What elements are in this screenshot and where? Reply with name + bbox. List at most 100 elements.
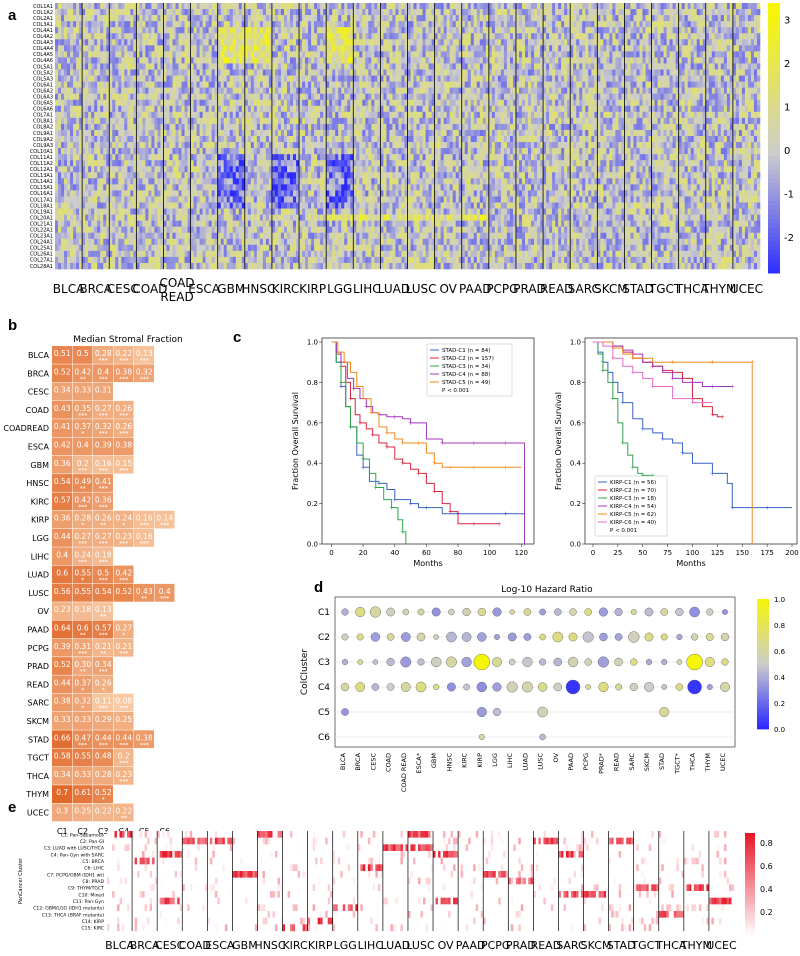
heatmap-cell	[61, 87, 65, 94]
heatmap-cell	[696, 45, 701, 52]
heatmap-cell	[112, 9, 116, 16]
heatmap-cell	[139, 87, 143, 94]
heatmap-cell	[235, 87, 240, 94]
heatmap-cell	[356, 123, 360, 131]
heatmap-cell	[422, 87, 426, 94]
heatmap-cell	[380, 3, 384, 10]
heatmap-cell	[443, 81, 447, 88]
heatmap-cell	[576, 15, 580, 22]
heatmap-cell	[365, 111, 369, 119]
heatmap-cell	[323, 111, 327, 119]
heatmap-cell	[232, 63, 237, 70]
heatmap-cell	[305, 51, 309, 58]
heatmap-cell	[449, 45, 453, 52]
heatmap-cell	[166, 99, 170, 107]
heatmap-cell	[717, 93, 722, 101]
heatmap-cell	[365, 63, 369, 70]
heatmap-cell	[618, 39, 622, 46]
heatmap-cell	[247, 129, 252, 137]
heatmap-cell	[184, 75, 188, 82]
heatmap-cell	[190, 9, 194, 16]
heatmap-cell	[413, 93, 417, 101]
heatmap-cell	[88, 129, 92, 137]
heatmap-cell	[425, 33, 429, 40]
heatmap-cell	[163, 69, 167, 76]
heatmap-cell	[299, 3, 303, 10]
heatmap-cell	[567, 45, 571, 52]
heatmap-cell	[172, 69, 176, 76]
heatmap-cell	[491, 93, 496, 101]
heatmap-cell	[503, 87, 508, 94]
heatmap-cell	[714, 3, 719, 10]
heatmap-cell	[190, 21, 194, 28]
heatmap-cell	[546, 69, 550, 76]
heatmap-cell	[208, 99, 212, 107]
heatmap-cell	[85, 45, 89, 52]
heatmap-cell	[139, 3, 143, 10]
heatmap-cell	[458, 87, 463, 94]
heatmap-cell	[353, 45, 357, 52]
heatmap-cell	[217, 21, 221, 28]
heatmap-cell	[666, 117, 670, 125]
heatmap-cell	[151, 111, 155, 119]
heatmap-cell	[717, 117, 722, 125]
heatmap-cell	[79, 45, 83, 52]
heatmap-cell	[208, 9, 212, 16]
heatmap-cell	[693, 87, 698, 94]
heatmap-cell	[696, 27, 701, 34]
heatmap-cell	[494, 45, 499, 52]
heatmap-cell	[681, 45, 685, 52]
heatmap-cell	[235, 9, 240, 16]
heatmap-cell	[332, 51, 336, 58]
heatmap-cell	[359, 15, 363, 22]
heatmap-cell	[594, 75, 598, 82]
heatmap-cell	[280, 129, 285, 137]
heatmap-cell	[642, 69, 646, 76]
heatmap-cell	[642, 57, 646, 64]
heatmap-cell	[386, 33, 390, 40]
heatmap-cell	[690, 33, 695, 40]
heatmap-cell	[338, 123, 342, 131]
heatmap-cell	[184, 93, 188, 101]
heatmap-cell	[582, 123, 586, 131]
heatmap-cell	[293, 69, 297, 76]
heatmap-cell	[190, 81, 194, 88]
heatmap-cell	[67, 81, 71, 88]
heatmap-cell	[341, 45, 345, 52]
heatmap-cell	[473, 123, 478, 131]
heatmap-cell	[407, 15, 411, 22]
heatmap-cell	[244, 51, 249, 58]
heatmap-cell	[491, 39, 496, 46]
heatmap-cell	[326, 81, 330, 88]
heatmap-cell	[344, 39, 348, 46]
heatmap-cell	[265, 117, 270, 125]
heatmap-cell	[723, 45, 728, 52]
heatmap-cell	[350, 111, 354, 119]
heatmap-cell	[85, 63, 89, 70]
heatmap-cell	[314, 99, 318, 107]
heatmap-cell	[531, 117, 535, 125]
heatmap-cell	[205, 15, 209, 22]
heatmap-cell	[211, 51, 215, 58]
heatmap-cell	[407, 81, 411, 88]
heatmap-cell	[564, 93, 568, 101]
heatmap-cell	[473, 87, 478, 94]
heatmap-cell	[416, 3, 420, 10]
heatmap-cell	[521, 99, 526, 107]
heatmap-cell	[401, 63, 405, 70]
heatmap-cell	[118, 69, 122, 76]
heatmap-cell	[202, 111, 206, 119]
heatmap-cell	[299, 111, 303, 119]
heatmap-cell	[518, 123, 523, 131]
heatmap-cell	[425, 63, 429, 70]
heatmap-cell	[124, 99, 128, 107]
heatmap-cell	[67, 3, 71, 10]
heatmap-cell	[645, 3, 649, 10]
heatmap-cell	[600, 63, 604, 70]
heatmap-cell	[229, 99, 234, 107]
heatmap-cell	[341, 81, 345, 88]
heatmap-cell	[437, 45, 441, 52]
heatmap-cell	[55, 81, 59, 88]
heatmap-cell	[326, 33, 330, 40]
heatmap-cell	[70, 21, 74, 28]
